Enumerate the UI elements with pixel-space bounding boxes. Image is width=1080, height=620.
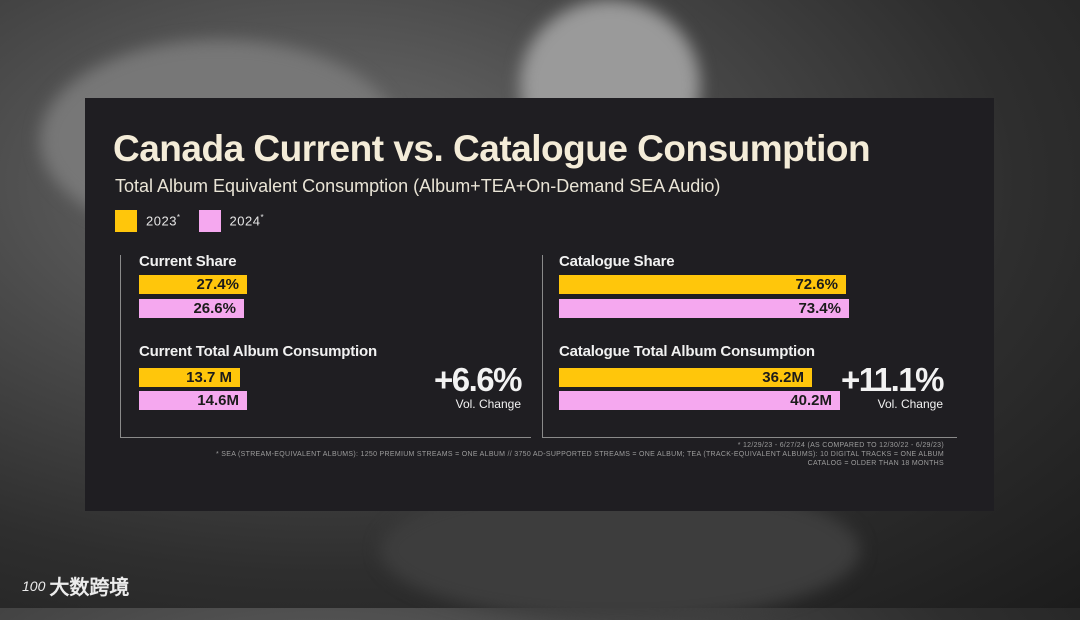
catalogue-share-bar-2024: 73.4% — [559, 299, 849, 318]
legend-label-2023: 2023* — [146, 213, 181, 229]
current-share-bar-2023: 27.4% — [139, 275, 247, 294]
watermark-logo-icon: 100 — [22, 577, 46, 594]
legend-label-2024: 2024* — [229, 213, 265, 229]
catalogue-vol-change: +11.1% Vol. Change — [840, 361, 945, 412]
catalogue-vol-change-label: Vol. Change — [877, 397, 943, 411]
catalogue-share-bar-2023: 72.6% — [559, 275, 846, 294]
current-consumption-bar-2023: 13.7 M — [139, 368, 240, 387]
chart-card: Canada Current vs. Catalogue Consumption… — [85, 98, 994, 511]
legend: 2023* 2024* — [115, 210, 282, 232]
current-share-label: Current Share — [139, 253, 237, 270]
current-vol-change-label: Vol. Change — [455, 397, 521, 411]
legend-swatch-2023 — [115, 210, 137, 232]
watermark: 100 大数跨境 — [22, 571, 129, 600]
catalogue-vol-change-value: +11.1% — [840, 361, 945, 398]
chart-title: Canada Current vs. Catalogue Consumption — [113, 128, 871, 169]
current-consumption-bar-2024: 14.6M — [139, 391, 247, 410]
current-vol-change-value: +6.6% — [434, 361, 523, 398]
current-panel: Current Share 27.4% 26.6% Current Total … — [120, 253, 531, 438]
watermark-text: 大数跨境 — [49, 577, 130, 599]
current-vol-change: +6.6% Vol. Change — [434, 361, 523, 412]
catalogue-panel: Catalogue Share 72.6% 73.4% Catalogue To… — [542, 253, 957, 438]
footnote-sea-tea: * SEA (STREAM-EQUIVALENT ALBUMS): 1250 P… — [215, 451, 944, 458]
catalogue-consumption-bar-2023: 36.2M — [559, 368, 812, 387]
current-share-bar-2024: 26.6% — [139, 299, 244, 318]
footnote-catalog: CATALOG = OLDER THAN 18 MONTHS — [807, 460, 944, 467]
legend-swatch-2024 — [198, 210, 221, 232]
footnote-date-range: * 12/29/23 - 6/27/24 (AS COMPARED TO 12/… — [737, 442, 944, 449]
catalogue-consumption-bar-2024: 40.2M — [559, 391, 840, 410]
catalogue-share-label: Catalogue Share — [559, 253, 675, 270]
chart-subtitle: Total Album Equivalent Consumption (Albu… — [115, 176, 721, 196]
current-consumption-label: Current Total Album Consumption — [139, 343, 377, 360]
catalogue-consumption-label: Catalogue Total Album Consumption — [559, 343, 815, 360]
